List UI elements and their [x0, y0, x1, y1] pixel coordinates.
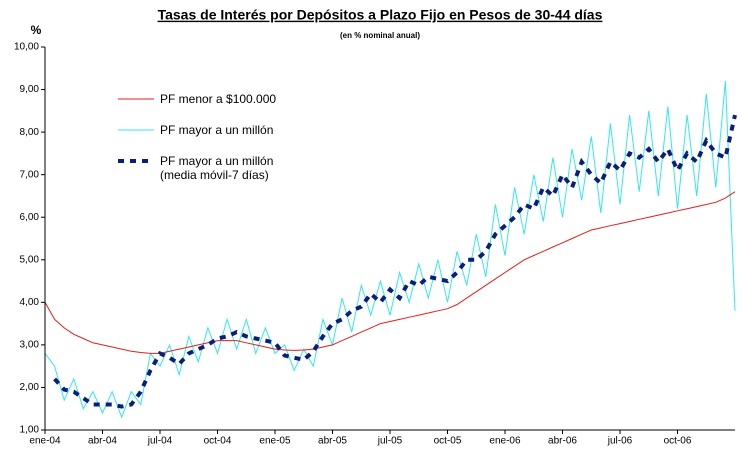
x-tick-label: oct-04 [204, 436, 232, 447]
y-tick-label: 7,00 [20, 169, 40, 180]
x-tick-label: jul-04 [147, 436, 173, 447]
chart-subtitle: (en % nominal anual) [340, 31, 420, 40]
legend-label: PF mayor a un millón [160, 123, 274, 137]
y-tick-label: 9,00 [20, 84, 40, 95]
y-tick-label: 4,00 [20, 297, 40, 308]
legend-swatch [118, 159, 154, 163]
y-tick-label: 3,00 [20, 340, 40, 351]
legend-label: PF menor a $100.000 [160, 92, 277, 106]
x-tick-label: jul-05 [377, 436, 403, 447]
x-tick-label: abr-06 [548, 436, 577, 447]
x-tick-label: abr-04 [88, 436, 117, 447]
series-line [44, 191, 736, 354]
y-tick-label: 6,00 [20, 212, 40, 223]
x-tick-label: jul-06 [607, 436, 633, 447]
legend-item: PF menor a $100.000 [118, 92, 276, 123]
legend-label: PF mayor a un millón (media móvil-7 días… [160, 154, 274, 182]
y-tick-label: 10,00 [14, 42, 39, 53]
series-line [44, 80, 736, 419]
chart-title: Tasas de Interés por Depósitos a Plazo F… [158, 7, 603, 23]
x-tick-label: ene-05 [259, 436, 291, 447]
y-tick-label: 2,00 [20, 382, 40, 393]
legend-item: PF mayor a un millón [118, 123, 276, 154]
legend-swatch [118, 129, 154, 131]
x-tick-label: ene-06 [489, 436, 521, 447]
legend-swatch [118, 98, 154, 100]
x-tick-label: abr-05 [318, 436, 347, 447]
y-tick-label: 5,00 [20, 254, 40, 265]
x-tick-label: oct-05 [434, 436, 462, 447]
legend: PF menor a $100.000 PF mayor a un millón P… [118, 92, 276, 185]
x-tick-label: ene-04 [29, 436, 61, 447]
x-tick-label: oct-06 [664, 436, 692, 447]
y-tick-label: 8,00 [20, 127, 40, 138]
legend-item: PF mayor a un millón (media móvil-7 días… [118, 154, 276, 185]
y-axis-label: % [31, 23, 42, 37]
y-tick-label: 1,00 [20, 425, 40, 436]
